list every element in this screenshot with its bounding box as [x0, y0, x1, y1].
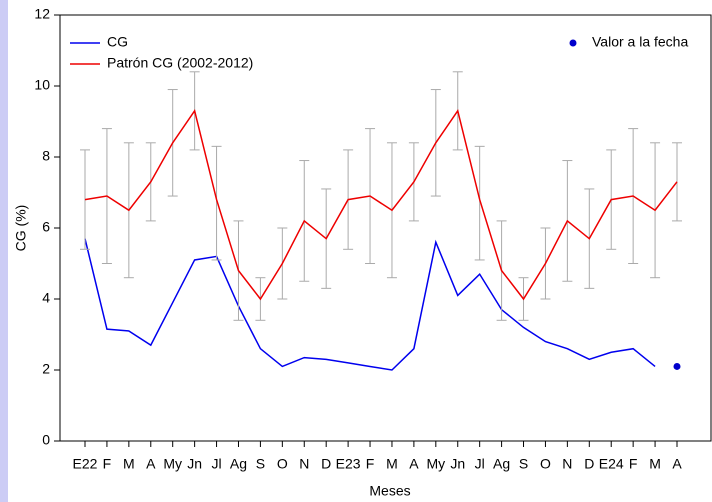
series-line — [84, 109, 678, 301]
x-tick-label: S — [256, 456, 265, 472]
x-tick-label: Ag — [230, 456, 247, 472]
y-axis-label: CG (%) — [13, 205, 29, 252]
legend-label: Valor a la fecha — [592, 34, 688, 50]
x-tick-label: F — [629, 456, 638, 472]
legend-swatch — [569, 39, 577, 47]
error-bar — [474, 145, 485, 261]
y-tick-label: 6 — [42, 219, 50, 235]
x-tick-label: M — [386, 456, 398, 472]
data-point — [673, 362, 681, 370]
error-bar — [211, 145, 222, 261]
x-tick-label: A — [409, 456, 419, 472]
x-tick-label: M — [649, 456, 661, 472]
x-tick-label: E23 — [336, 456, 361, 472]
x-tick-label: D — [584, 456, 594, 472]
y-tick-label: 8 — [42, 148, 50, 164]
x-tick-label: E24 — [599, 456, 624, 472]
x-tick-label: F — [366, 456, 375, 472]
y-tick-label: 2 — [42, 361, 50, 377]
x-tick-label: Ag — [493, 456, 510, 472]
x-tick-label: My — [163, 456, 182, 472]
x-tick-label: N — [562, 456, 572, 472]
series-line — [84, 238, 656, 371]
x-tick-label: F — [103, 456, 112, 472]
y-tick-label: 0 — [42, 432, 50, 448]
x-tick-label: N — [299, 456, 309, 472]
x-tick-label: M — [123, 456, 135, 472]
legend-label: Patrón CG (2002-2012) — [107, 55, 253, 71]
plot-frame — [59, 14, 712, 442]
x-tick-label: Jl — [475, 456, 485, 472]
x-tick-label: Jn — [450, 456, 465, 472]
x-tick-label: Jl — [211, 456, 221, 472]
x-tick-label: D — [321, 456, 331, 472]
x-tick-label: A — [146, 456, 156, 472]
x-tick-label: O — [277, 456, 288, 472]
side-strip — [0, 0, 8, 502]
x-tick-label: My — [426, 456, 445, 472]
x-tick-label: S — [519, 456, 528, 472]
x-tick-label: E22 — [73, 456, 98, 472]
y-tick-label: 10 — [34, 77, 50, 93]
x-tick-label: A — [672, 456, 682, 472]
x-tick-label: O — [540, 456, 551, 472]
legend-label: CG — [107, 34, 128, 50]
x-tick-label: Jn — [187, 456, 202, 472]
y-tick-label: 4 — [42, 290, 50, 306]
y-tick-label: 12 — [34, 6, 50, 22]
x-axis-label: Meses — [369, 483, 410, 499]
